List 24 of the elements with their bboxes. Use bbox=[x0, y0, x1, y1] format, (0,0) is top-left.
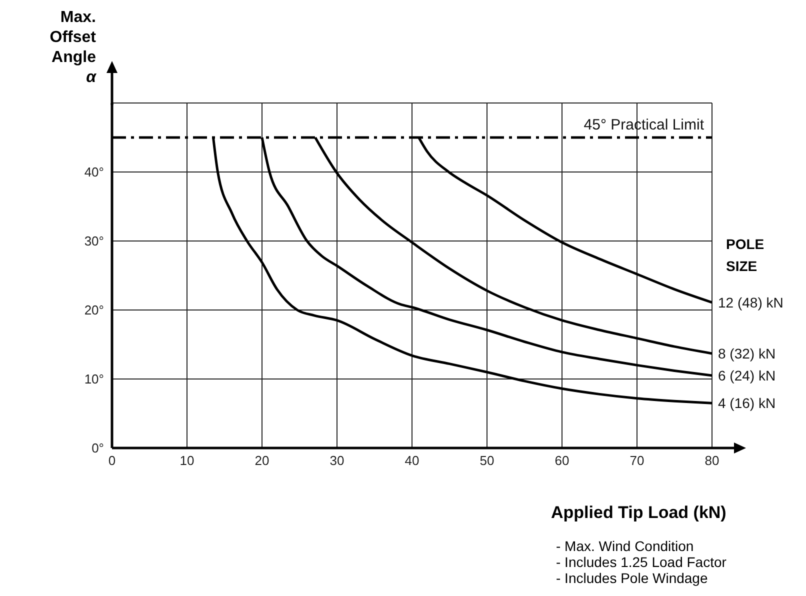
x-tick-label: 70 bbox=[630, 453, 644, 468]
x-axis-title: Applied Tip Load (kN) bbox=[551, 503, 726, 523]
x-tick-label: 0 bbox=[108, 453, 116, 468]
x-tick-label: 10 bbox=[180, 453, 194, 468]
y-tick-label: 10° bbox=[84, 372, 104, 387]
series-label: 6 (24) kN bbox=[718, 368, 776, 384]
x-tick-label: 40 bbox=[404, 453, 420, 468]
y-tick-label: 20° bbox=[84, 302, 104, 318]
text: - Includes Pole Windage bbox=[556, 570, 709, 586]
series-label: 8 (32) kN bbox=[718, 345, 776, 362]
text: - Includes 1.25 Load Factor bbox=[556, 554, 726, 570]
text: - Max. Wind Condition bbox=[556, 538, 695, 554]
y-tick-label: 0° bbox=[92, 440, 104, 456]
y-axis-title: Max. Offset Angle α bbox=[48, 8, 96, 88]
series-label: 12 (48) kN bbox=[718, 294, 784, 310]
x-tick-label: 20 bbox=[254, 453, 270, 468]
x-tick-label: 30 bbox=[330, 453, 344, 468]
series-label: 4 (16) kN bbox=[718, 395, 776, 412]
x-tick-label: 60 bbox=[554, 453, 570, 468]
x-tick-label: 50 bbox=[480, 453, 494, 468]
x-tick-label: 80 bbox=[704, 453, 720, 468]
legend-title: POLE SIZE bbox=[726, 235, 766, 276]
y-tick-label: 40° bbox=[84, 164, 104, 180]
y-tick-label: 30° bbox=[84, 234, 104, 249]
